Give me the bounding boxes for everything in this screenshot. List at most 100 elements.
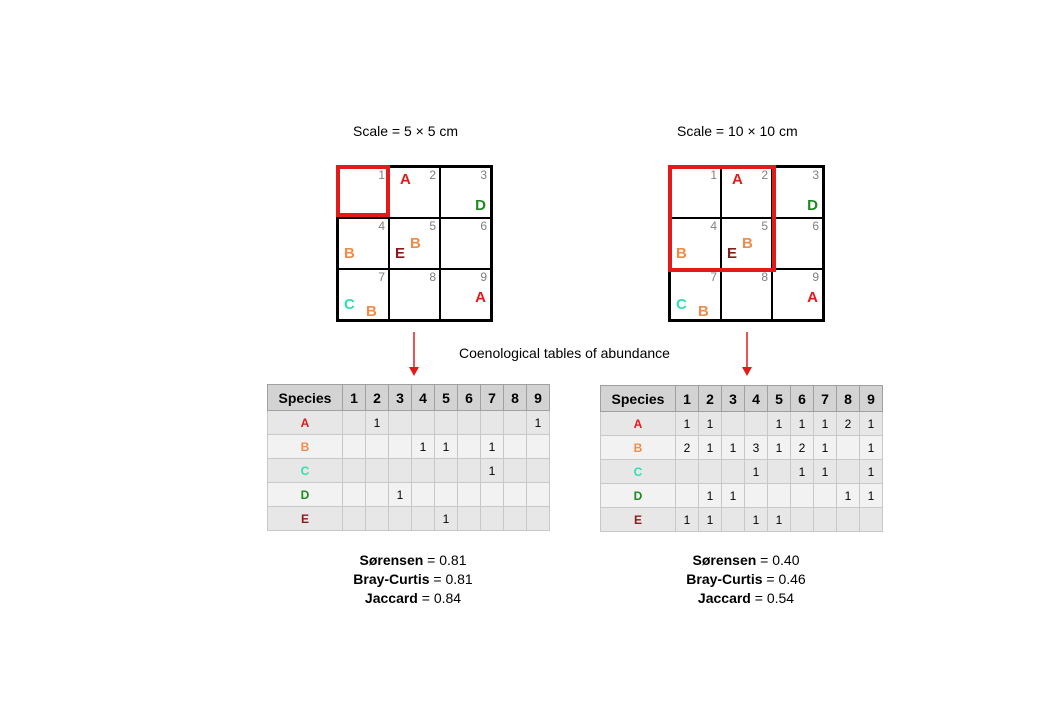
cell-number: 5: [761, 219, 768, 233]
quadrat-cell: 8: [721, 269, 772, 320]
unit-column-header: 2: [698, 385, 722, 412]
abundance-cell: 2: [790, 435, 814, 460]
unit-column-header: 7: [480, 384, 504, 411]
index-name: Bray-Curtis: [353, 571, 430, 587]
abundance-cell: [480, 410, 504, 435]
abundance-cell: [526, 434, 550, 459]
species-marker: A: [400, 171, 411, 188]
abundance-cell: [744, 411, 768, 436]
right-scale-label: Scale = 10 × 10 cm: [677, 123, 798, 139]
species-name-cell: B: [267, 434, 343, 459]
index-name: Jaccard: [364, 590, 418, 606]
abundance-cell: [721, 411, 745, 436]
abundance-cell: 1: [388, 482, 412, 507]
cell-number: 6: [812, 219, 819, 233]
abundance-cell: [342, 410, 366, 435]
similarity-index-line: Jaccard = 0.54: [646, 589, 846, 608]
abundance-cell: [790, 507, 814, 532]
abundance-cell: 1: [721, 483, 745, 508]
species-marker: A: [732, 171, 743, 188]
cell-number: 5: [429, 219, 436, 233]
species-marker: A: [475, 289, 486, 306]
abundance-cell: [675, 483, 699, 508]
similarity-index-line: Bray-Curtis = 0.81: [313, 570, 513, 589]
abundance-cell: [721, 507, 745, 532]
species-marker: E: [395, 245, 406, 262]
species-name-cell: C: [267, 458, 343, 483]
abundance-cell: [836, 435, 860, 460]
abundance-cell: [388, 506, 412, 531]
abundance-cell: [365, 458, 389, 483]
species-marker: C: [344, 296, 355, 313]
abundance-cell: 1: [744, 507, 768, 532]
abundance-cell: [698, 459, 722, 484]
cell-number: 7: [378, 270, 385, 284]
cell-number: 4: [378, 219, 385, 233]
coenological-tables-label: Coenological tables of abundance: [459, 345, 670, 361]
abundance-cell: [836, 507, 860, 532]
abundance-cell: 1: [767, 507, 791, 532]
unit-column-header: 1: [675, 385, 699, 412]
abundance-cell: 1: [790, 411, 814, 436]
abundance-cell: 1: [813, 435, 837, 460]
species-marker: B: [742, 235, 753, 252]
abundance-cell: [836, 459, 860, 484]
abundance-cell: 1: [859, 411, 883, 436]
abundance-cell: [388, 434, 412, 459]
abundance-cell: [526, 482, 550, 507]
quadrat-cell: 8: [389, 269, 440, 320]
abundance-cell: [503, 506, 527, 531]
left-scale-label: Scale = 5 × 5 cm: [353, 123, 459, 139]
abundance-cell: [411, 506, 435, 531]
abundance-cell: [503, 458, 527, 483]
species-name-cell: A: [600, 411, 676, 436]
unit-column-header: 9: [526, 384, 550, 411]
species-marker: A: [807, 289, 818, 306]
abundance-cell: [388, 458, 412, 483]
abundance-cell: [744, 483, 768, 508]
unit-column-header: 8: [503, 384, 527, 411]
index-value: = 0.84: [417, 590, 462, 606]
abundance-cell: 1: [526, 410, 550, 435]
unit-column-header: 8: [836, 385, 860, 412]
unit-column-header: 2: [365, 384, 389, 411]
abundance-cell: [388, 410, 412, 435]
unit-column-header: 1: [342, 384, 366, 411]
species-name-cell: E: [600, 507, 676, 532]
cell-number: 8: [761, 270, 768, 284]
abundance-cell: 1: [859, 435, 883, 460]
table-header-row: Species 1 2 3 4 5 6 7 8 9: [267, 384, 550, 411]
cell-number: 3: [480, 168, 487, 182]
abundance-cell: [813, 507, 837, 532]
abundance-cell: 1: [434, 506, 458, 531]
species-column-header: Species: [600, 385, 676, 412]
similarity-index-line: Bray-Curtis = 0.46: [646, 570, 846, 589]
species-name-cell: A: [267, 410, 343, 435]
cell-number: 6: [480, 219, 487, 233]
left-down-arrow: [409, 332, 419, 376]
unit-column-header: 9: [859, 385, 883, 412]
species-name-cell: B: [600, 435, 676, 460]
unit-column-header: 6: [790, 385, 814, 412]
abundance-cell: [480, 506, 504, 531]
abundance-cell: 2: [675, 435, 699, 460]
right-similarity-indices: Sørensen = 0.40 Bray-Curtis = 0.46 Jaccard…: [646, 551, 846, 608]
abundance-cell: [342, 434, 366, 459]
abundance-cell: 1: [767, 411, 791, 436]
abundance-cell: 1: [480, 434, 504, 459]
